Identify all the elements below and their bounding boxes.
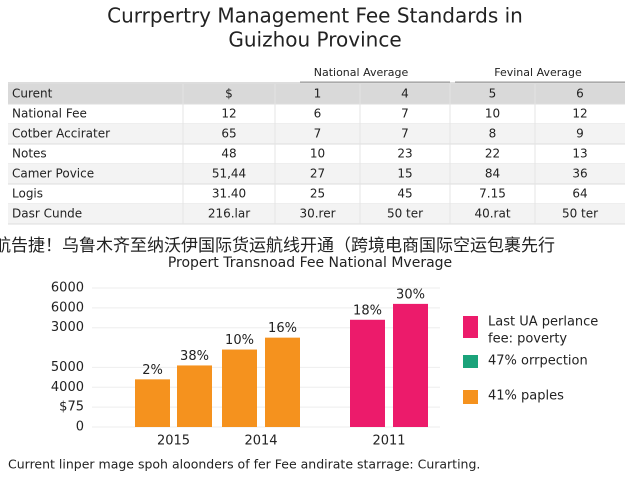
row-label: Cotber Accirater: [12, 127, 110, 141]
y-tick-label: 0: [76, 420, 84, 435]
cell: 7: [314, 127, 322, 141]
cell: 1: [314, 87, 322, 101]
legend-label: Last UA perlance: [488, 315, 598, 330]
bar: [393, 303, 428, 427]
legend-label: 47% orrpection: [488, 354, 588, 369]
cell: 51,44: [212, 167, 246, 181]
cell: 22: [485, 147, 500, 161]
cell: 7: [401, 107, 409, 121]
cell: 216.lar: [208, 207, 250, 221]
banner-bg: [0, 231, 640, 261]
cell: 7: [401, 127, 409, 141]
bar: [135, 379, 170, 427]
cell: 12: [221, 107, 236, 121]
x-tick-label: 2011: [372, 434, 405, 449]
row-bg: [8, 164, 625, 184]
y-tick-label: 6000: [51, 300, 84, 315]
row-bg: [8, 204, 625, 224]
y-tick-label: 6000: [51, 281, 84, 296]
bar: [222, 349, 257, 427]
cell: 13: [572, 147, 587, 161]
bar: [177, 365, 212, 427]
cell: 64: [572, 187, 587, 201]
row-label: Notes: [12, 147, 47, 161]
bar: [265, 337, 300, 427]
bar-label: 10%: [225, 333, 254, 348]
group-header: National Average: [314, 66, 409, 79]
y-tick-label: $75: [59, 400, 84, 415]
group-header: Fevinal Average: [494, 66, 582, 79]
cell: 10: [485, 107, 500, 121]
legend-label: fee: poverty: [488, 332, 567, 347]
cell: 65: [221, 127, 236, 141]
x-tick-label: 2014: [244, 434, 277, 449]
row-label: Curent: [12, 87, 53, 101]
legend-swatch: [463, 355, 478, 368]
cell: 84: [485, 167, 500, 181]
bar-label: 18%: [353, 303, 382, 318]
cell: 15: [397, 167, 412, 181]
cell: 48: [221, 147, 236, 161]
cell: 6: [314, 107, 322, 121]
bar: [350, 319, 385, 427]
cell: 30.rer: [299, 207, 335, 221]
cell: 6: [576, 87, 584, 101]
cell: 27: [310, 167, 325, 181]
y-tick-label: 5000: [51, 360, 84, 375]
legend-swatch: [463, 390, 478, 404]
cell: 40.rat: [474, 207, 510, 221]
cell: 4: [401, 87, 409, 101]
cell: 25: [310, 187, 325, 201]
title: Guizhou Province: [228, 28, 401, 52]
legend-label: 41% paples: [488, 389, 564, 404]
row-label: Dasr Cunde: [12, 207, 82, 221]
title: Currpertry Management Fee Standards in: [107, 4, 523, 28]
row-bg: [8, 124, 625, 144]
cell: 10: [310, 147, 325, 161]
bar-label: 16%: [268, 321, 297, 336]
cell: 50 ter: [562, 207, 598, 221]
footer: Current linper mage spoh aloonders of fe…: [8, 457, 480, 472]
banner-text: 航告捷！乌鲁木齐至纳沃伊国际货运航线开通（跨境电商国际空运包裹先行: [0, 236, 555, 256]
y-tick-label: 3000: [51, 320, 84, 335]
header-row-bg: [8, 84, 625, 104]
cell: 7.15: [479, 187, 506, 201]
row-label: Camer Povice: [12, 167, 94, 181]
cell: 12: [572, 107, 587, 121]
bar-label: 30%: [396, 287, 425, 302]
row-label: Logis: [12, 187, 43, 201]
cell: 45: [397, 187, 412, 201]
y-tick-label: 4000: [51, 380, 84, 395]
bar-label: 2%: [142, 363, 163, 378]
cell: 9: [576, 127, 584, 141]
chart-title: Propert Transnoad Fee National Mverage: [168, 255, 452, 271]
cell: 23: [397, 147, 412, 161]
row-label: National Fee: [12, 107, 87, 121]
legend-swatch: [463, 316, 478, 338]
cell: 5: [489, 87, 497, 101]
cell: 31.40: [212, 187, 246, 201]
x-tick-label: 2015: [157, 434, 190, 449]
bar-label: 38%: [180, 349, 209, 364]
cell: 36: [572, 167, 587, 181]
cell: $: [225, 87, 233, 101]
cell: 8: [489, 127, 497, 141]
cell: 50 ter: [387, 207, 423, 221]
